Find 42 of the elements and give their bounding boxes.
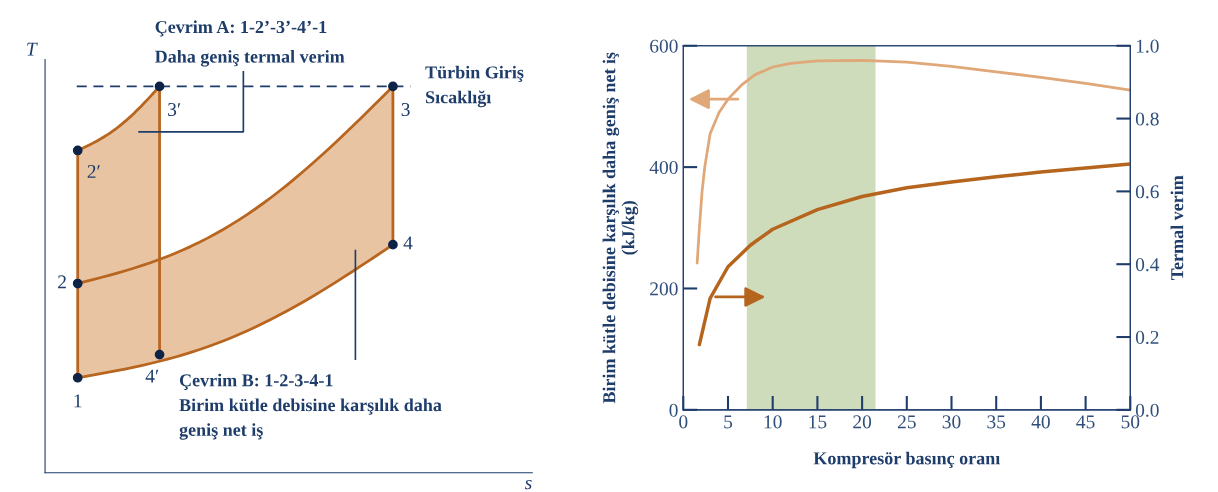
text: 4′ [145,369,159,383]
y2-axis-title: Termal verim [1170,175,1184,281]
text: 4 [403,236,413,250]
x-tick-label: 25 [897,415,916,429]
text: s [524,479,532,490]
x-tick-label: 0 [679,415,688,429]
y2-tick-label: 0.8 [1135,112,1159,126]
x-tick-label: 5 [724,415,733,429]
x-tick-label: 40 [1031,415,1050,429]
x-tick-label: 50 [1121,415,1140,429]
text: 1 [74,394,82,408]
y2-tick-label: 1.0 [1136,39,1159,53]
x-tick-label: 15 [809,415,827,429]
y2-tick-label: 0.4 [1135,258,1160,272]
y-tick-label: 200 [650,282,678,296]
x-tick-label: 30 [942,415,961,429]
x-tick-label: 10 [764,415,782,429]
x-tick-label: 20 [853,415,872,429]
line-series [697,162,1131,347]
x-tick-label: 35 [987,415,1006,429]
text: T [27,42,38,56]
text: geniş net iş [179,423,263,440]
line-series [695,58,1131,265]
x-tick-label: 45 [1076,415,1095,429]
text: Çevrim B: 1-2-3-4-1 [179,373,333,390]
text: 3′ [168,102,181,117]
y-tick-label: 600 [650,39,678,53]
text: Çevrim A: 1-2’-3’-4’-1 [155,20,327,37]
text: 2 [58,275,66,289]
y2-tick-label: 0.6 [1135,185,1159,199]
x-axis-title: Kompresör basınç oranı [813,451,1001,469]
text: Türbin Giriş [425,65,524,83]
text: Sıcaklığı [426,90,492,108]
text: 3 [401,102,410,117]
text: Birim kütle debisine karşılık daha [179,398,442,415]
text: 2′ [87,164,100,178]
y-tick-label: 400 [649,160,678,175]
text: Daha geniş termal verim [155,50,345,67]
y-axis-title: Birim kütle debisine karşılık daha geniş net iş (kJ/kg) [602,52,639,404]
y2-tick-label: 0.0 [1135,403,1159,417]
y-tick-label: 0 [669,403,678,417]
y2-tick-label: 0.2 [1135,330,1159,345]
